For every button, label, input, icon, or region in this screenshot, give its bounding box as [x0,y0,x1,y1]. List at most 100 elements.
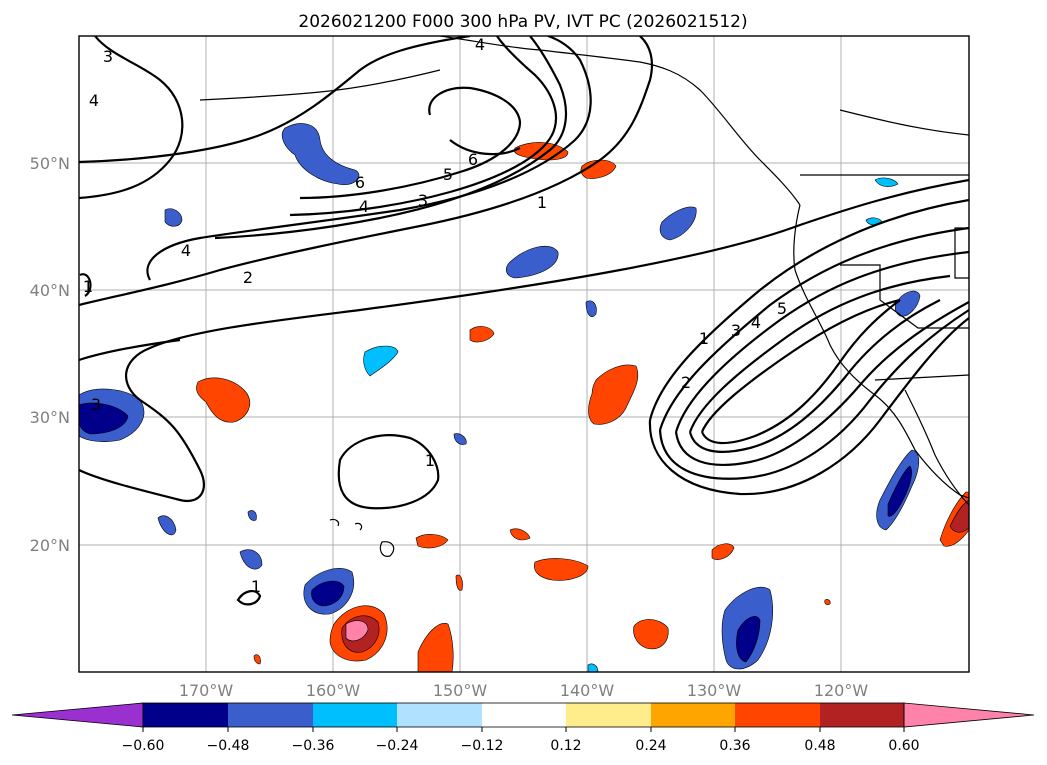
pv-positive-patch [509,528,531,541]
state-border [954,227,969,279]
colorbar-segment [566,703,651,727]
colorbar-segment [143,703,228,727]
colorbar-tick-label: 0.12 [550,738,581,754]
colorbar: −0.60 −0.48 −0.36 −0.24 −0.12 0.12 0.24 … [11,702,1035,754]
colorbar-segment [228,703,313,727]
colorbar-tick-labels: −0.60 −0.48 −0.36 −0.24 −0.12 0.12 0.24 … [122,738,920,754]
pv-positive-patch [417,623,454,672]
contour-label: 1 [699,329,709,348]
colorbar-tick-label: 0.48 [804,738,835,754]
pv-negative-patch [874,177,899,187]
colorbar-segment [482,703,566,727]
contour-label: 3 [91,395,101,414]
contour-line [79,273,92,297]
contour-line [214,36,567,240]
latitude-labels: 50°N 40°N 30°N 20°N [30,154,70,555]
contour-line [79,178,969,503]
contour-label: 6 [468,150,478,169]
contour-label: 4 [359,197,369,216]
pv-positive-patch [633,619,669,650]
pv-negative-patch [887,465,912,517]
pv-positive-patch [415,534,449,549]
pv-negative-patch [587,663,599,672]
colorbar-tick-label: −0.48 [207,738,250,754]
pv-negative-patch [311,580,345,607]
colorbar-tick-label: −0.60 [122,738,165,754]
contour-line [79,36,654,307]
colorbar-segment [313,703,397,727]
contour-label: 3 [103,47,113,66]
contour-label: 1 [83,277,93,296]
contour-line [79,36,184,200]
contour-labels: 3 4 4 6 5 6 4 3 1 4 2 1 3 1 1 2 3 4 5 1 [83,35,787,596]
colorbar-tick-label: −0.24 [376,738,419,754]
longitude-labels: 170°W 160°W 150°W 140°W 130°W 120°W [179,681,869,700]
lat-label: 50°N [30,154,70,173]
hawaii-islands [329,518,395,557]
colorbar-segment [735,703,820,727]
pv-negative-patch [659,206,697,241]
pv-shading [79,123,969,672]
contour-line [449,139,521,156]
lat-label: 40°N [30,281,70,300]
contour-line [700,299,901,445]
colorbar-tick-label: −0.12 [461,738,504,754]
colorbar-extend-min [11,702,144,728]
north-america-coast [793,204,969,499]
pv-negative-patch [239,549,263,570]
map-frame [78,35,970,673]
lon-label: 140°W [560,681,615,700]
pv-negative-patch [247,510,257,521]
pv-positive-patch [253,654,261,665]
pv-positive-patch [534,558,589,581]
contour-label: 1 [537,193,547,212]
colorbar-tick-label: −0.36 [292,738,335,754]
colorbar-tick-label: 0.36 [719,738,750,754]
pv-positive-patch [469,326,495,343]
lat-label: 20°N [30,536,70,555]
pv-positive-patch [455,574,463,591]
pv-negative-patch [506,245,559,279]
lon-label: 130°W [687,681,742,700]
contour-label: 4 [89,91,99,110]
contour-line [79,36,471,164]
pv-negative-patch [894,290,921,317]
mexico-border [874,374,969,381]
contour-label: 4 [751,313,761,332]
pv-positive-patch [949,499,969,533]
contour-line [674,250,969,433]
contour-line [688,274,951,433]
contour-label: 6 [355,173,365,192]
contour-label: 1 [425,451,435,470]
contour-line [236,590,262,606]
state-border [839,109,969,136]
pv-positive-patch [824,599,831,605]
pv-negative-patch [281,123,360,186]
lon-label: 120°W [814,681,869,700]
contour-line [648,317,969,496]
lon-label: 160°W [306,681,361,700]
pv-negative-patch [157,515,177,536]
lat-label: 30°N [30,408,70,427]
state-border [840,264,969,329]
pv-negative-patch [736,616,761,663]
colorbar-segment [397,703,482,727]
pv-negative-patch [585,300,597,317]
alaska-coast [439,36,801,206]
contour-label: 2 [243,268,253,287]
pv-negative-patch [363,345,399,377]
pv-positive-patch [711,543,735,560]
lon-label: 150°W [433,681,488,700]
contour-label: 4 [475,35,485,54]
pv-negative-patch [79,402,129,435]
ivt-contours [79,36,969,606]
coastlines [199,36,969,557]
colorbar-extend-max [903,702,1035,728]
contour-line [658,226,969,431]
colorbar-segment [820,703,904,727]
pv-negative-patch [164,208,183,227]
contour-line [674,301,969,466]
contour-line [337,434,440,510]
contour-line [688,299,941,453]
